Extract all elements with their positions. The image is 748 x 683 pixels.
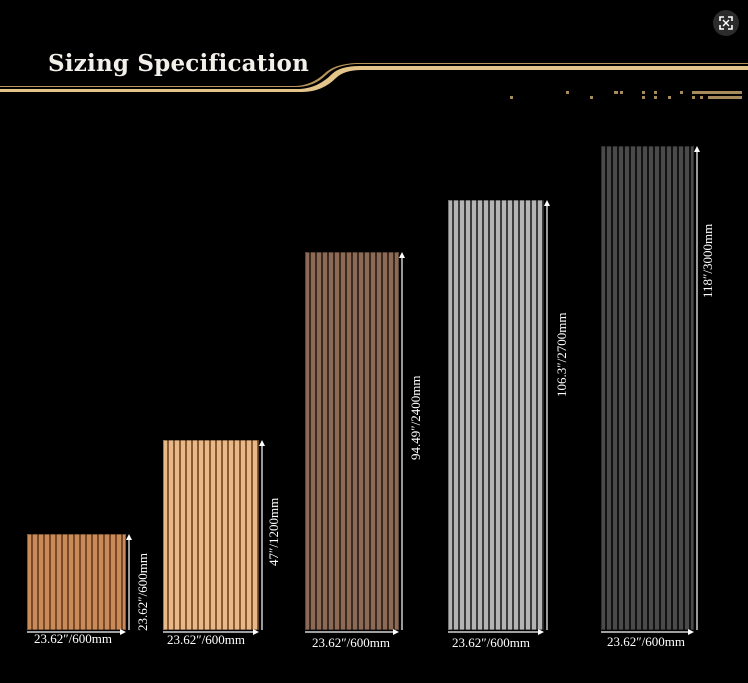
- page-title: Sizing Specification: [48, 50, 309, 77]
- height-arrowhead: [126, 534, 132, 540]
- panel-black: [601, 146, 694, 630]
- height-label: 94.49″/2400mm: [408, 375, 423, 461]
- panel-small: [27, 534, 126, 630]
- expand-icon: [719, 16, 733, 30]
- height-arrowhead: [544, 200, 550, 206]
- gold-swoosh-decoration: [0, 63, 748, 99]
- height-arrowhead: [259, 440, 265, 446]
- width-label: 23.62″/600mm: [607, 634, 685, 649]
- height-label: 23.62″/600mm: [135, 553, 150, 631]
- expand-button[interactable]: [713, 10, 739, 36]
- height-arrowhead: [694, 146, 700, 152]
- height-label: 118″/3000mm: [700, 223, 715, 298]
- panel-medium: [163, 440, 259, 630]
- width-label: 23.62″/600mm: [312, 635, 390, 650]
- width-label: 23.62″/600mm: [167, 632, 245, 647]
- panel-walnut: [305, 252, 399, 630]
- height-label: 47″/1200mm: [266, 497, 281, 566]
- height-label: 106.3″/2700mm: [554, 312, 569, 398]
- panel-grey: [448, 200, 544, 630]
- height-arrowhead: [399, 252, 405, 258]
- width-label: 23.62″/600mm: [452, 635, 530, 650]
- width-label: 23.62″/600mm: [34, 631, 112, 646]
